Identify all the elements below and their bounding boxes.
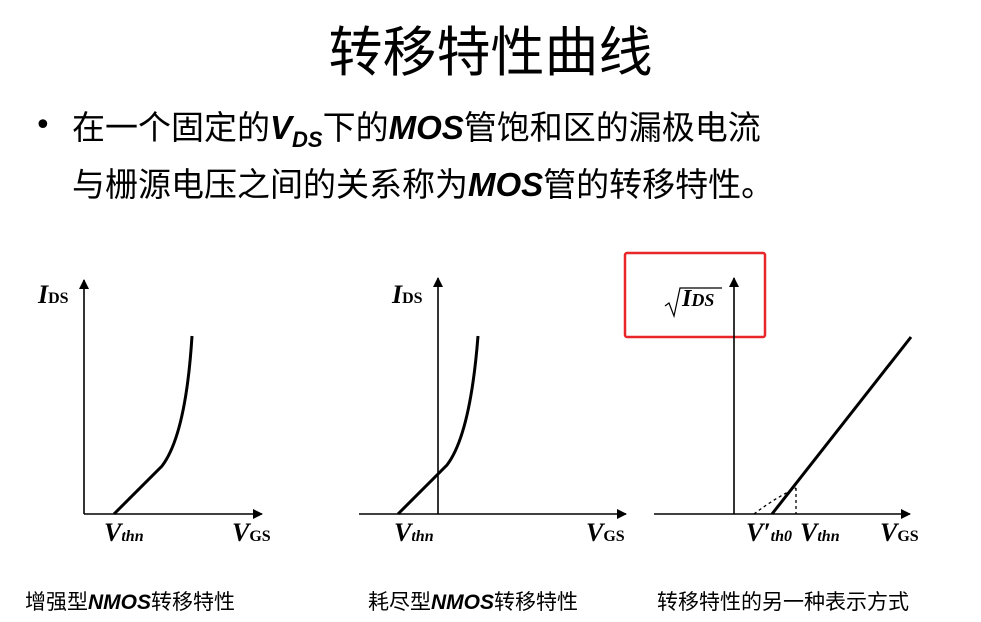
text: 下的	[322, 108, 389, 147]
diagram-enhancement	[79, 279, 263, 519]
mos-text: MOS	[388, 109, 464, 146]
diagram-sqrt	[623, 251, 913, 519]
y-axis-label-sqrt: IDS	[682, 286, 715, 312]
slide-title: 转移特性曲线	[328, 21, 653, 84]
bullet-line-2: 与栅源电压之间的关系称为MOS管的转移特性。	[72, 163, 774, 207]
vthn-label: Vthn	[800, 518, 840, 547]
vthn-label: Vthn	[394, 518, 434, 547]
subthreshold-curve	[753, 487, 797, 515]
x-axis-label: VGS	[880, 518, 919, 547]
vth0-label: V′th0	[746, 518, 792, 547]
vds-subscript: DS	[292, 127, 323, 152]
vthn-label: Vthn	[104, 518, 144, 547]
text: 管的转移特性。	[543, 165, 775, 204]
highlight-box	[623, 251, 767, 339]
transfer-curve	[396, 335, 480, 516]
bullet-dot: •	[34, 108, 52, 143]
caption-alternative: 转移特性的另一种表示方式	[657, 590, 909, 614]
y-axis-label: IDS	[38, 280, 69, 309]
y-axis-label: IDS	[392, 280, 423, 309]
diagram-depletion	[359, 277, 627, 519]
text: 管饱和区的漏极电流	[463, 108, 761, 147]
bullet-line-1: 在一个固定的VDS下的MOS管饱和区的漏极电流	[72, 106, 761, 162]
x-axis-label: VGS	[232, 518, 271, 547]
caption-enhancement: 增强型NMOS转移特性	[25, 590, 235, 614]
transfer-curve	[112, 335, 194, 516]
mos-text: MOS	[468, 166, 544, 203]
sqrt-symbol	[664, 287, 722, 319]
linear-fit-line	[770, 336, 913, 515]
text: 在一个固定的	[72, 108, 270, 147]
text: 与栅源电压之间的关系称为	[72, 165, 468, 204]
caption-depletion: 耗尽型NMOS转移特性	[368, 590, 578, 614]
x-axis-label: VGS	[586, 518, 625, 547]
vds-symbol: V	[270, 109, 293, 146]
